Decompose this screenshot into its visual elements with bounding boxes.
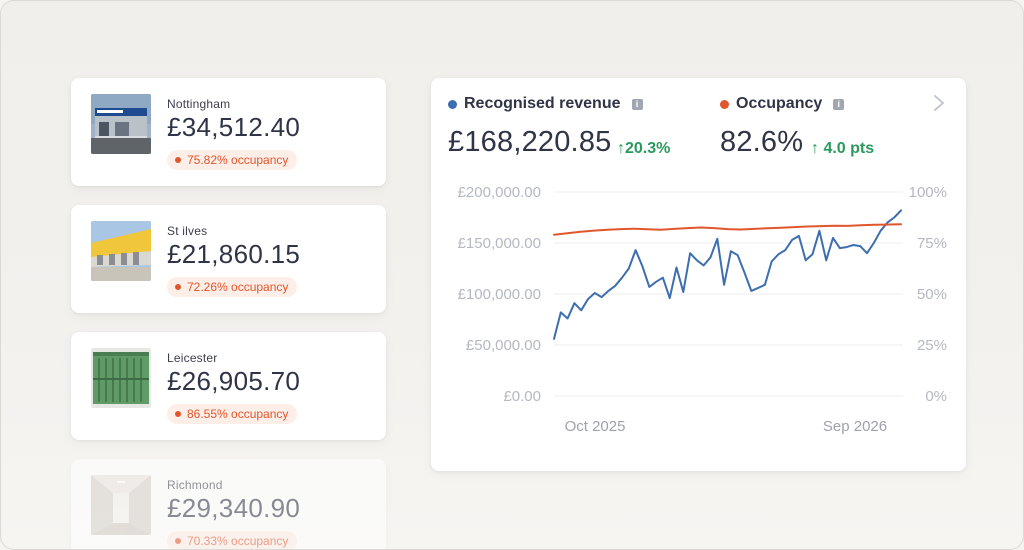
line-chart: £200,000.00 100% £150,000.00 75% £100,000.00… — [458, 184, 947, 435]
site-name: Nottingham — [167, 97, 231, 111]
occupancy-change: ↑ 4.0 pts — [811, 140, 874, 158]
status-dot-icon — [175, 157, 181, 163]
site-revenue: £26,905.70 — [167, 366, 301, 396]
site-card-leicester[interactable]: Leicester £26,905.70 86.55% occupancy — [71, 332, 386, 440]
left-axis-tick-label: £100,000.00 — [458, 286, 541, 303]
info-icon[interactable]: i — [833, 98, 845, 110]
occupancy-series-line — [553, 223, 902, 236]
revenue-change: ↑20.3% — [617, 140, 670, 158]
revenue-value: £168,220.85 — [448, 126, 612, 158]
occupancy-text: 70.33% occupancy — [187, 534, 289, 548]
occupancy-badge: 70.33% occupancy — [167, 531, 298, 549]
left-axis-tick-label: £50,000.00 — [466, 337, 541, 354]
site-photo-richmond — [91, 475, 151, 535]
status-dot-icon — [175, 411, 181, 417]
left-axis-tick-label: £0.00 — [503, 388, 541, 405]
status-dot-icon — [175, 538, 181, 544]
chevron-right-icon[interactable] — [929, 92, 949, 114]
site-card-nottingham[interactable]: Nottingham £34,512.40 75.82% occupancy — [71, 78, 386, 186]
left-axis-tick-label: £150,000.00 — [458, 235, 541, 252]
right-axis-tick-label: 50% — [917, 286, 947, 303]
site-photo-nottingham — [91, 94, 151, 154]
revenue-label: Recognised revenue — [464, 95, 621, 112]
occupancy-text: 75.82% occupancy — [187, 153, 289, 167]
occupancy-value: 82.6% — [720, 126, 804, 158]
revenue-occupancy-chart-card: Recognised revenue i Occupancy i £168,22… — [431, 78, 966, 471]
site-name: Richmond — [167, 478, 223, 492]
revenue-metric-header: Recognised revenue i — [448, 95, 643, 113]
occupancy-badge: 86.55% occupancy — [167, 404, 298, 424]
site-photo-st-ilves — [91, 221, 151, 281]
right-axis-tick-label: 75% — [917, 235, 947, 252]
right-axis-tick-label: 100% — [909, 184, 947, 201]
info-icon[interactable]: i — [631, 98, 643, 110]
revenue-legend-dot-icon — [448, 99, 457, 109]
occupancy-label: Occupancy — [736, 95, 823, 112]
site-name: Leicester — [167, 351, 218, 365]
site-revenue: £34,512.40 — [167, 112, 301, 142]
arrow-up-icon: ↑ — [617, 140, 625, 157]
occupancy-metric-header: Occupancy i — [720, 95, 845, 113]
right-axis-tick-label: 0% — [925, 388, 947, 405]
revenue-series-line — [553, 209, 902, 340]
occupancy-text: 72.26% occupancy — [187, 280, 289, 294]
site-name: St ilves — [167, 224, 208, 238]
site-card-richmond[interactable]: Richmond £29,340.90 70.33% occupancy — [71, 459, 386, 549]
left-axis-tick-label: £200,000.00 — [458, 184, 541, 201]
arrow-up-icon: ↑ — [811, 140, 819, 157]
site-photo-leicester — [91, 348, 151, 408]
occupancy-legend-dot-icon — [720, 99, 729, 109]
site-revenue: £21,860.15 — [167, 239, 301, 269]
x-axis-tick-label: Oct 2025 — [565, 418, 626, 435]
revenue-change-value: 20.3% — [625, 140, 671, 157]
occupancy-change-value: 4.0 pts — [823, 140, 875, 157]
occupancy-badge: 75.82% occupancy — [167, 150, 298, 170]
occupancy-text: 86.55% occupancy — [187, 407, 289, 421]
status-dot-icon — [175, 284, 181, 290]
site-revenue: £29,340.90 — [167, 493, 301, 523]
right-axis-tick-label: 25% — [917, 337, 947, 354]
occupancy-badge: 72.26% occupancy — [167, 277, 298, 297]
x-axis-tick-label: Sep 2026 — [823, 418, 887, 435]
site-card-st-ilves[interactable]: St ilves £21,860.15 72.26% occupancy — [71, 205, 386, 313]
